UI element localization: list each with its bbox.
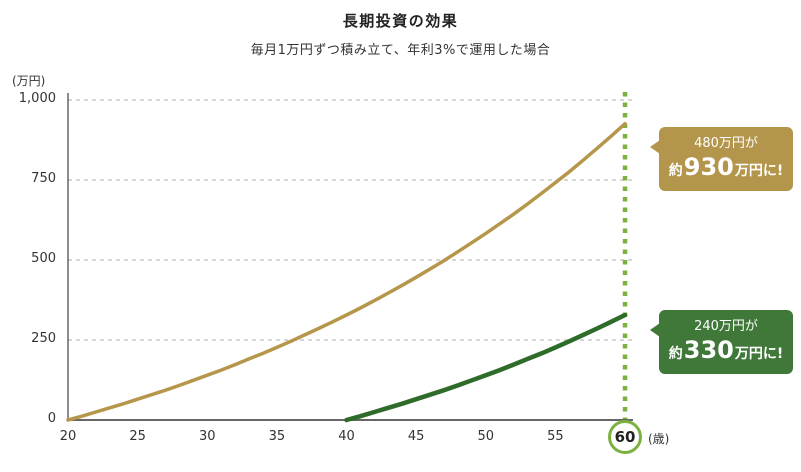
- y-axis-unit-label: (万円): [12, 74, 46, 88]
- x-tick-label: 30: [198, 429, 216, 444]
- gold-callout-arrow-icon: [650, 140, 660, 154]
- y-tick-label: 750: [31, 171, 56, 186]
- green-callout-line2: 約330万円に!: [659, 337, 793, 367]
- gold-callout-suffix: 万円に!: [734, 163, 784, 179]
- gold-callout-prefix: 約: [668, 163, 683, 179]
- green-callout: 240万円が 約330万円に!: [650, 310, 793, 374]
- green-callout-prefix: 約: [668, 346, 683, 362]
- chart-subtitle: 毎月1万円ずつ積み立て、年利3%で運用した場合: [250, 43, 551, 58]
- gold-callout-line2: 約930万円に!: [659, 154, 793, 184]
- highlight-age-circle: 60: [608, 420, 642, 454]
- green-callout-suffix: 万円に!: [734, 346, 784, 362]
- gold-callout: 480万円が 約930万円に!: [650, 127, 793, 191]
- green-callout-value: 330: [683, 336, 734, 364]
- x-tick-label: 25: [129, 429, 146, 444]
- gold-callout-line1: 480万円が: [694, 136, 758, 151]
- x-tick-label: 20: [59, 429, 77, 444]
- x-tick-label: 45: [407, 429, 425, 444]
- gold-callout-value: 930: [683, 153, 734, 181]
- x-tick-label: 50: [477, 429, 495, 444]
- x-tick-label: 40: [338, 429, 355, 444]
- x-tick-label: 55: [547, 429, 564, 444]
- green-callout-line1: 240万円が: [694, 319, 758, 334]
- y-tick-label: 0: [47, 411, 56, 426]
- green-callout-arrow-icon: [650, 323, 660, 337]
- chart-title: 長期投資の効果: [342, 12, 459, 30]
- y-tick-label: 250: [31, 331, 56, 346]
- y-tick-label: 500: [31, 251, 56, 266]
- x-axis-unit-label: (歳): [648, 432, 670, 446]
- y-tick-label: 1,000: [18, 91, 56, 106]
- x-tick-label: 35: [268, 429, 286, 444]
- highlight-age-label: 60: [614, 428, 636, 446]
